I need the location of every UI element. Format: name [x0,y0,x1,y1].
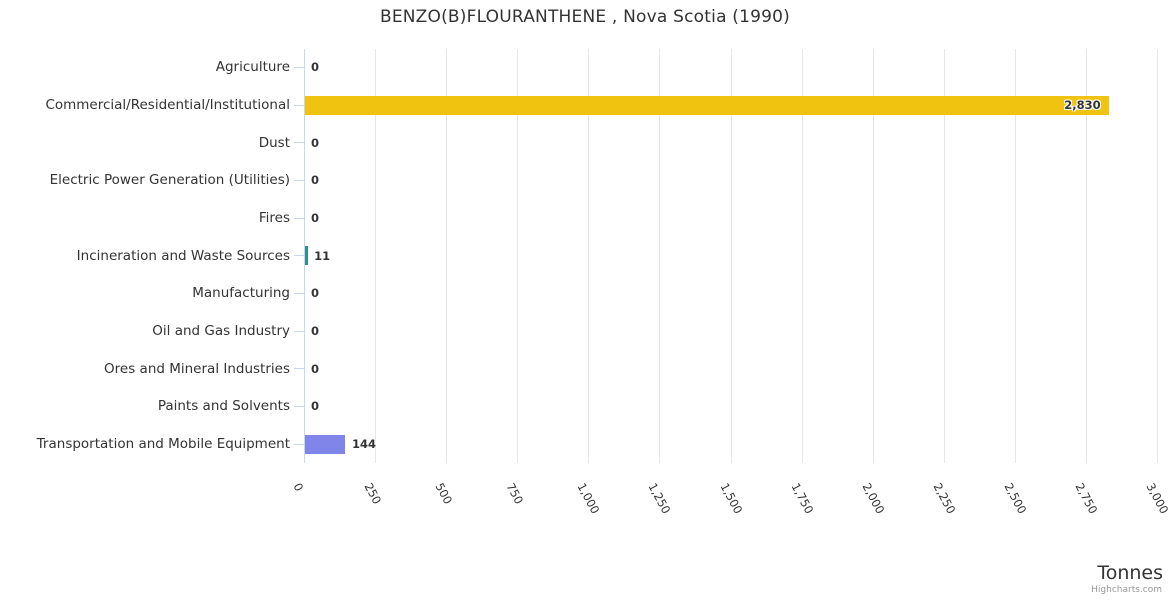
x-tick-label: 2,000 [859,480,888,517]
grid-line [1157,48,1158,463]
category-label: Transportation and Mobile Equipment [36,436,290,453]
highcharts-credit-link[interactable]: Highcharts.com [1091,585,1162,595]
x-tick-label: 250 [361,480,385,507]
bar-value-label: 0 [311,135,320,150]
category-tick [294,368,304,370]
x-tick-label: 500 [432,480,456,507]
category-tick [294,104,304,106]
category-tick [294,217,304,219]
category-label: Electric Power Generation (Utilities) [49,172,290,189]
x-tick-label: 1,750 [788,480,816,517]
bar-value-label: 11 [314,248,331,263]
bar-value-label: 2,830 [1064,98,1101,113]
category-tick [294,292,304,294]
x-tick-label: 2,750 [1072,480,1101,517]
grid-line [801,48,803,463]
chart-title: BENZO(B)FLOURANTHENE , Nova Scotia (1990… [379,7,791,27]
category-tick [294,179,304,181]
bar-value-label: 0 [311,211,320,226]
category-tick [294,405,304,407]
grid-line [517,48,519,463]
x-tick-label: 2,250 [930,480,959,517]
grid-line [730,48,732,463]
x-tick-label: 0 [290,480,307,494]
category-label: Manufacturing [192,285,290,302]
value-axis-title: Tonnes [1097,562,1163,584]
bar[interactable] [304,246,308,266]
category-label: Ores and Mineral Industries [104,360,290,377]
grid-line [1014,48,1016,463]
bar[interactable] [304,95,1110,115]
bar-value-label: 0 [311,286,320,301]
bar-value-label: 0 [311,361,320,376]
grid-line [446,48,448,463]
x-tick-label: 750 [503,480,527,507]
category-tick [294,142,304,144]
bar-value-label: 0 [311,399,320,414]
category-label: Fires [258,210,290,227]
category-label: Agriculture [215,59,290,76]
x-tick-label: 1,250 [645,480,674,517]
grid-line [943,48,945,463]
grid-line [872,48,874,463]
category-tick [294,255,304,257]
grid-line [375,48,377,463]
category-tick [294,330,304,332]
category-tick [294,66,304,68]
category-label: Incineration and Waste Sources [76,247,290,264]
category-tick [294,443,304,445]
x-tick-label: 1,500 [717,480,745,517]
category-label: Oil and Gas Industry [152,323,290,340]
x-tick-label: 1,000 [574,480,603,517]
bar[interactable] [304,434,346,454]
bar-value-label: 144 [351,437,376,452]
category-label: Commercial/Residential/Institutional [45,97,290,114]
bar-value-label: 0 [311,173,320,188]
category-label: Paints and Solvents [157,398,290,415]
bar-value-label: 0 [311,60,320,75]
grid-line [659,48,661,463]
bar-value-label: 0 [311,324,320,339]
x-tick-label: 2,500 [1001,480,1030,517]
grid-line [1085,48,1087,463]
grid-line [588,48,590,463]
category-label: Dust [258,134,290,151]
x-tick-label: 3,000 [1143,480,1170,517]
